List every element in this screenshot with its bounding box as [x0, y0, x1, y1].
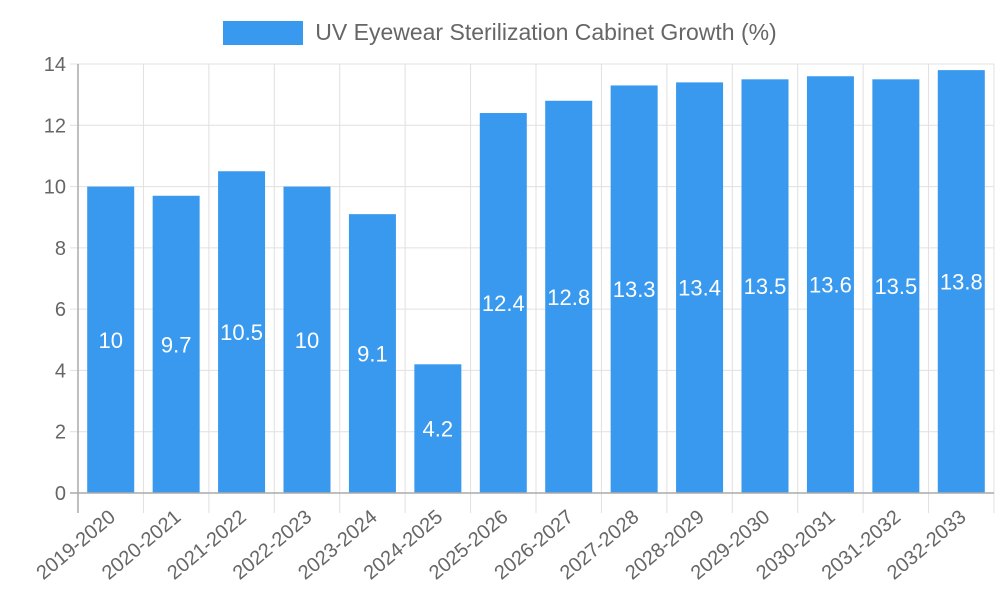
bar [348, 214, 396, 493]
legend-swatch [223, 20, 304, 45]
y-tick-label: 14 [44, 54, 66, 76]
bar [806, 76, 854, 493]
data-label: 12.4 [482, 291, 525, 316]
y-tick-label: 2 [55, 422, 66, 444]
data-label: 9.7 [161, 332, 192, 357]
legend-label: UV Eyewear Sterilization Cabinet Growth … [315, 19, 777, 45]
data-label: 9.1 [357, 342, 388, 367]
bar [152, 195, 200, 493]
data-label: 13.4 [678, 276, 721, 301]
bar [87, 186, 135, 494]
data-label: 12.8 [547, 285, 590, 310]
data-label: 10 [98, 328, 122, 353]
data-label: 13.5 [874, 274, 917, 299]
bar [218, 171, 266, 493]
data-label: 13.6 [809, 273, 852, 298]
bar [414, 364, 462, 493]
bar [741, 79, 789, 494]
data-label: 4.2 [423, 417, 454, 442]
y-tick-label: 0 [55, 483, 66, 505]
data-label: 10 [295, 328, 319, 353]
axes [70, 64, 994, 513]
y-tick-label: 10 [44, 177, 66, 199]
y-tick-label: 4 [55, 360, 66, 382]
grid-lines [70, 63, 995, 513]
y-tick-label: 8 [55, 238, 66, 260]
chart-legend[interactable]: UV Eyewear Sterilization Cabinet Growth … [0, 19, 1000, 46]
bar [676, 82, 724, 493]
data-label: 13.3 [613, 277, 656, 302]
y-tick-label: 12 [44, 115, 66, 137]
data-label: 13.8 [940, 270, 983, 295]
y-axis-ticks: 0 2 4 6 8 10 12 14 [44, 54, 66, 505]
x-axis-ticks: 2019-20202020-20212021-20222022-20232023… [33, 506, 971, 584]
bar [610, 85, 658, 493]
bar [937, 70, 985, 493]
data-label: 13.5 [744, 274, 787, 299]
y-tick-label: 6 [55, 299, 66, 321]
bar [545, 100, 593, 494]
bar [283, 186, 331, 494]
data-labels: 10 9.7 10.5 10 9.1 4.2 12.4 12.8 13.3 13.4 13.5 13.… [98, 270, 982, 442]
bar [479, 113, 527, 494]
bar-series [87, 70, 985, 494]
bar [872, 79, 920, 494]
data-label: 10.5 [220, 320, 263, 345]
